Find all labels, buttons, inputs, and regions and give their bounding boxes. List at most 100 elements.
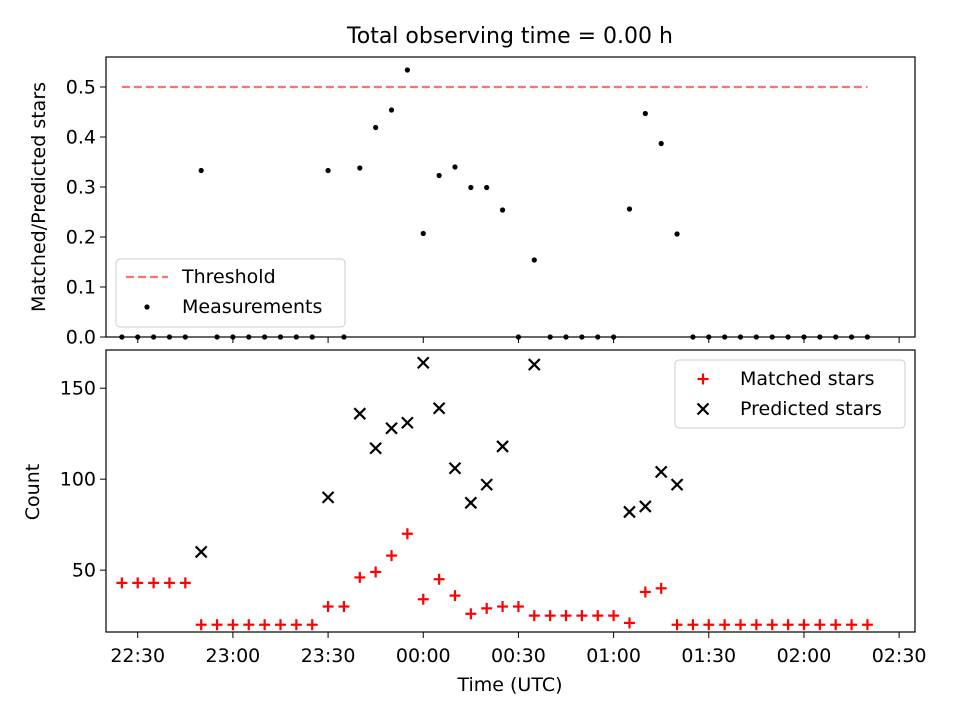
bottom-y-axis-label: Count xyxy=(22,464,44,520)
top-legend: Threshold Measurements xyxy=(115,258,346,328)
predicted-star-point xyxy=(670,478,684,491)
bottom-axes: 50 100 150 22:30 23:00 23:30 00:00 00:30 01:00 01… xyxy=(60,378,927,667)
x-stroke-b xyxy=(623,505,636,519)
legend-measurements-label: Measurements xyxy=(182,296,322,318)
matched-star-point xyxy=(608,610,620,622)
matched-star-point xyxy=(243,619,255,631)
predicted-star-point xyxy=(321,491,335,504)
matched-star-point xyxy=(163,577,175,589)
matched-star-point xyxy=(592,610,604,622)
measurement-point xyxy=(499,207,506,213)
x-stroke-b xyxy=(654,465,668,479)
legend-x-glyph xyxy=(696,402,710,416)
measurement-point xyxy=(388,107,395,113)
x-tick-label: 22:30 xyxy=(110,645,165,667)
bottom-y-tick-label: 50 xyxy=(72,560,96,582)
matched-star-point xyxy=(386,550,398,562)
matched-star-point xyxy=(401,528,413,540)
x-stroke-b xyxy=(639,500,652,513)
bottom-panel: 50 100 150 22:30 23:00 23:30 00:00 00:30 01:00 01… xyxy=(22,349,927,696)
predicted-star-point xyxy=(448,461,462,475)
matched-star-point xyxy=(274,619,286,631)
predicted-star-point xyxy=(639,500,652,513)
legend-threshold-label: Threshold xyxy=(181,266,276,288)
matched-star-point xyxy=(290,619,302,631)
measurement-point xyxy=(658,140,664,147)
x-stroke-b xyxy=(416,356,430,370)
matched-star-point xyxy=(306,619,318,631)
top-y-tick-label: 0.5 xyxy=(66,77,96,99)
matched-star-point xyxy=(814,619,826,631)
matched-star-point xyxy=(338,601,350,613)
legend-plus-glyph xyxy=(697,373,709,385)
x-stroke-b xyxy=(696,402,710,416)
matched-star-point xyxy=(528,610,540,622)
measurement-point xyxy=(404,67,410,73)
x-stroke-b xyxy=(670,478,684,491)
predicted-star-point xyxy=(401,416,414,430)
predicted-star-point xyxy=(528,358,541,371)
x-stroke-b xyxy=(194,545,208,559)
predicted-star-point xyxy=(654,465,668,479)
matched-star-point xyxy=(497,601,509,613)
predicted-star-point xyxy=(353,407,367,420)
matched-star-point xyxy=(687,619,699,631)
top-y-tick-label: 0.4 xyxy=(66,127,96,149)
measurement-point xyxy=(531,257,537,263)
matched-star-point xyxy=(148,577,160,589)
legend-measurements-marker xyxy=(144,304,150,310)
x-tick-label: 23:30 xyxy=(301,645,356,667)
predicted-star-point xyxy=(480,478,493,491)
matched-star-point xyxy=(576,610,588,622)
matched-star-point xyxy=(719,619,731,631)
matched-star-point xyxy=(179,577,191,589)
x-tick-label: 02:00 xyxy=(777,645,832,667)
x-tick-label: 02:30 xyxy=(872,645,927,667)
x-stroke-b xyxy=(353,407,367,420)
matched-star-point xyxy=(512,601,524,613)
matched-star-point xyxy=(370,566,382,578)
matched-star-point xyxy=(116,577,128,589)
top-axes: 0.0 0.1 0.2 0.3 0.4 0.5 xyxy=(66,77,900,349)
x-stroke-b xyxy=(321,491,335,504)
matched-star-point xyxy=(735,619,747,631)
measurement-point xyxy=(373,124,379,131)
measurement-point xyxy=(420,230,426,237)
bottom-plot-frame xyxy=(105,349,916,633)
matched-star-point xyxy=(465,608,477,620)
measurement-point xyxy=(357,165,363,171)
matched-star-point xyxy=(481,602,493,614)
x-stroke-b xyxy=(496,440,509,453)
bottom-legend-box xyxy=(674,359,906,429)
top-chart-title: Total observing time = 0.00 h xyxy=(346,24,673,49)
predicted-star-point xyxy=(194,545,208,559)
measurement-point xyxy=(436,172,442,179)
top-plot-frame xyxy=(105,56,916,338)
top-legend-box xyxy=(115,258,346,328)
x-stroke-b xyxy=(369,441,382,455)
matched-star-point xyxy=(433,573,445,585)
matched-star-point xyxy=(132,577,144,589)
legend-predicted-marker xyxy=(696,402,710,416)
x-tick-label: 00:00 xyxy=(396,645,451,667)
bottom-y-tick-label: 150 xyxy=(60,378,96,400)
x-stroke-b xyxy=(528,358,541,371)
matched-star-point xyxy=(703,619,715,631)
matched-star-point xyxy=(639,586,651,598)
top-y-tick-label: 0.3 xyxy=(66,177,96,199)
matched-star-point xyxy=(259,619,271,631)
measurement-point xyxy=(674,231,680,237)
x-stroke-b xyxy=(401,416,414,430)
predicted-star-point xyxy=(416,356,430,370)
measurement-point xyxy=(325,167,331,174)
matched-star-point xyxy=(449,590,461,602)
matched-star-point xyxy=(750,619,762,631)
top-y-tick-label: 0.1 xyxy=(66,277,96,299)
top-panel: 0.0 0.1 0.2 0.3 0.4 0.5 Matched/Predicted sta… xyxy=(28,56,916,349)
measurement-point xyxy=(198,167,204,174)
matched-star-point xyxy=(655,582,667,594)
predicted-star-point xyxy=(385,421,398,435)
x-stroke-b xyxy=(448,461,462,475)
matched-star-point xyxy=(195,619,207,631)
